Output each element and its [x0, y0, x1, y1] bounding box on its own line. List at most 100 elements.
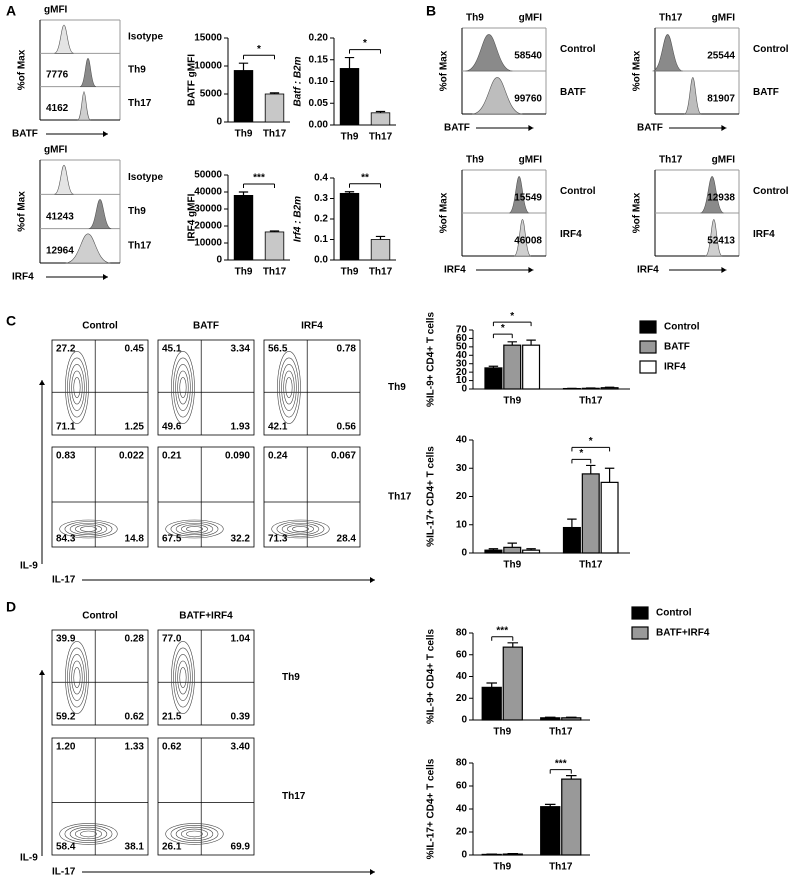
- contour: [179, 377, 187, 398]
- error-bar: [566, 775, 577, 780]
- y-tick-label: 0.3: [314, 193, 328, 204]
- column-title: BATF: [193, 321, 219, 332]
- quadrant-value: 69.9: [231, 842, 251, 853]
- quadrant-value: 0.022: [119, 451, 144, 462]
- bar: [233, 194, 254, 261]
- quadrant-value: 84.3: [56, 534, 76, 545]
- quadrant-value: 0.62: [125, 712, 145, 723]
- significance-label: **: [361, 172, 369, 183]
- row-label: Th17: [388, 492, 412, 503]
- y-tick-label: 80: [456, 628, 468, 639]
- row-label: Th9: [388, 382, 406, 393]
- quadrant-value: 0.39: [231, 712, 251, 723]
- x-axis-label: BATF: [444, 123, 470, 134]
- row-label: BATF: [560, 87, 586, 98]
- arrow-head: [103, 131, 108, 137]
- quadrant-value: 3.34: [231, 344, 251, 355]
- histogram-peak: [54, 164, 74, 195]
- contour: [173, 647, 193, 708]
- quadrant-value: 0.78: [337, 344, 357, 355]
- flow-plot-frame: [157, 339, 255, 436]
- quadrant-value: 28.4: [337, 534, 357, 545]
- y-axis-label: %of Max: [439, 50, 450, 91]
- contour: [80, 526, 97, 532]
- y-tick-label: 60: [456, 781, 468, 792]
- x-tick-label: Th9: [235, 267, 253, 278]
- y-tick-label: 10: [456, 519, 468, 530]
- panel-label: B: [426, 3, 436, 19]
- x-tick-label: Th9: [341, 132, 359, 143]
- y-tick-label: 15000: [194, 33, 222, 44]
- contour: [171, 351, 195, 424]
- arrow-head: [39, 380, 45, 385]
- y-axis-label: %of Max: [439, 192, 450, 233]
- significance-label: ***: [496, 625, 508, 636]
- y-tick-label: 80: [456, 758, 468, 769]
- x-axis-label: IL-17: [52, 867, 76, 878]
- flow-plot-frame: [157, 737, 255, 856]
- contour: [279, 357, 299, 418]
- contour: [73, 377, 81, 398]
- contour: [59, 519, 118, 539]
- contour: [71, 370, 83, 405]
- quadrant-value: 0.62: [162, 742, 182, 753]
- y-tick-label: 0: [461, 850, 467, 861]
- bar: [561, 778, 582, 856]
- histogram-peak: [88, 199, 112, 229]
- y-tick-label: 0.10: [309, 76, 329, 87]
- y-tick-label: 0: [216, 117, 222, 128]
- y-tick-label: 20: [456, 693, 468, 704]
- panel-label: A: [6, 3, 16, 19]
- bar: [484, 549, 503, 554]
- row-label: IRF4: [560, 229, 582, 240]
- error-bar: [488, 365, 499, 368]
- flow-plot-frame: [51, 629, 149, 726]
- x-tick-label: Th17: [579, 396, 603, 407]
- quadrant-value: 56.5: [268, 344, 288, 355]
- gmfi-value: 7776: [46, 70, 69, 81]
- x-tick-label: Th17: [263, 129, 287, 140]
- y-tick-label: 40: [456, 671, 468, 682]
- y-axis-label: %of Max: [17, 49, 28, 90]
- flow-plot-frame: [51, 446, 149, 548]
- error-bar: [269, 230, 280, 232]
- gmfi-value: 12964: [46, 246, 74, 257]
- quadrant-value: 0.28: [125, 634, 145, 645]
- quadrant-value: 21.5: [162, 712, 182, 723]
- x-axis-label: BATF: [12, 129, 38, 140]
- y-axis-label: %of Max: [17, 191, 28, 232]
- significance-label: *: [579, 448, 583, 459]
- arrow-head: [528, 125, 534, 131]
- contour: [173, 357, 193, 418]
- arrow-head: [370, 577, 375, 583]
- x-axis-label: IRF4: [12, 272, 34, 283]
- contour: [165, 823, 224, 845]
- y-axis-label: Irf4 : B2m: [293, 196, 304, 242]
- quadrant-value: 1.25: [125, 422, 145, 433]
- error-bar: [544, 803, 556, 807]
- y-tick-label: 0.20: [309, 33, 329, 44]
- x-tick-label: Th9: [503, 560, 521, 571]
- y-tick-label: 60: [456, 649, 468, 660]
- arrow-head: [370, 869, 375, 875]
- gmfi-value: 81907: [707, 94, 735, 105]
- y-tick-label: 10000: [194, 61, 222, 72]
- quadrant-value: 58.4: [56, 842, 76, 853]
- gmfi-value: 41243: [46, 211, 74, 222]
- quadrant-value: 3.40: [231, 742, 251, 753]
- x-tick-label: Th17: [369, 132, 393, 143]
- row-label: Th17: [128, 240, 152, 251]
- legend-swatch: [639, 340, 657, 354]
- row-label: Control: [560, 186, 596, 197]
- bar: [600, 481, 619, 554]
- bar: [339, 192, 360, 261]
- contour: [71, 660, 83, 695]
- bar: [484, 367, 503, 390]
- significance-label: *: [257, 44, 261, 55]
- y-tick-label: 0.1: [314, 234, 328, 245]
- bar: [503, 546, 522, 554]
- contour: [59, 823, 118, 845]
- error-bar: [269, 92, 280, 94]
- histogram-peak: [465, 34, 513, 72]
